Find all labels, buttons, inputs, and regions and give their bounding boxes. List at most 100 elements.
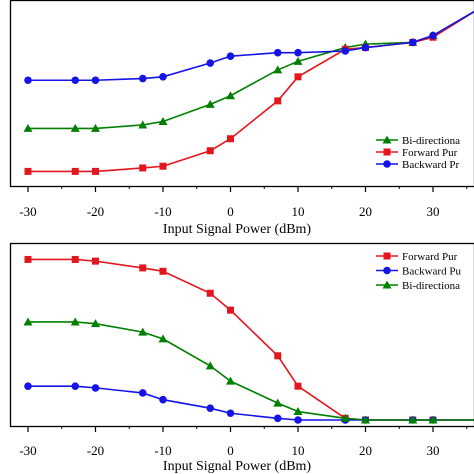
data-point — [24, 167, 32, 175]
data-point — [361, 415, 370, 424]
data-point — [227, 135, 234, 143]
x-tick-label: -20 — [87, 443, 104, 458]
legend-label: Bi-directiona — [402, 135, 460, 147]
data-point — [70, 317, 80, 326]
legend-label: Forward Pur — [402, 251, 458, 263]
data-point — [206, 289, 214, 297]
x-tick-label: -30 — [19, 204, 36, 219]
plot-frame — [9, 242, 474, 428]
bottom-panel: -30 -20 -10 0 10 20 30 Input Signal Power (dBm)… — [9, 242, 474, 474]
data-point — [274, 97, 282, 105]
data-point — [91, 319, 100, 328]
x-tick-label: -10 — [154, 204, 171, 219]
data-point — [91, 76, 100, 85]
data-point — [158, 334, 168, 343]
data-point — [408, 38, 417, 47]
legend-label: Backward Pu — [402, 266, 461, 278]
x-tick-label: -10 — [154, 443, 171, 458]
series-backward-pu — [24, 382, 474, 424]
top-panel: -30 -20 -10 0 10 20 30 Input Signal Power (dBm)… — [9, 0, 474, 237]
legend-marker — [383, 148, 391, 156]
data-point — [205, 99, 215, 108]
data-point — [294, 416, 302, 424]
legend-marker — [383, 160, 391, 168]
data-point — [70, 123, 80, 132]
data-point — [91, 123, 100, 132]
series-bi-directiona — [23, 10, 474, 132]
data-point — [428, 415, 438, 424]
data-point — [273, 48, 282, 57]
data-point — [227, 306, 234, 314]
x-tick-label: 30 — [427, 204, 440, 219]
data-point — [158, 117, 168, 126]
data-point — [91, 384, 100, 392]
data-point — [294, 73, 302, 81]
legend-marker — [383, 252, 391, 260]
data-point — [206, 147, 214, 155]
data-point — [24, 255, 32, 263]
data-point — [138, 74, 147, 83]
data-point — [139, 264, 147, 272]
data-point — [71, 382, 80, 391]
data-point — [226, 409, 235, 418]
data-point — [71, 255, 79, 263]
data-point — [293, 407, 303, 416]
x-tick-label: 30 — [427, 443, 440, 458]
data-point — [226, 52, 235, 60]
plot-frame — [9, 0, 474, 188]
series-line — [28, 10, 474, 130]
data-point — [274, 352, 282, 360]
legend-label: Bi-directiona — [402, 280, 460, 292]
data-point — [138, 327, 148, 336]
legend-marker — [383, 266, 391, 275]
data-point — [159, 162, 167, 170]
data-point — [71, 76, 80, 85]
data-point — [159, 395, 167, 404]
data-point — [294, 48, 302, 57]
data-point — [23, 123, 33, 132]
data-point — [226, 91, 235, 100]
data-point — [139, 164, 147, 172]
series-bi-directiona — [23, 317, 474, 424]
series-line — [28, 10, 474, 82]
data-point — [92, 257, 99, 265]
series-line — [28, 321, 474, 421]
x-tick-label: 20 — [359, 443, 372, 458]
data-point — [273, 65, 283, 74]
x-tick-label: 0 — [227, 204, 234, 219]
legend-marker — [382, 135, 392, 144]
x-tick-label: 10 — [292, 204, 305, 219]
data-point — [205, 361, 215, 370]
series-backward-pr — [24, 10, 474, 85]
data-point — [138, 120, 148, 129]
data-point — [340, 413, 350, 422]
data-point — [159, 73, 167, 81]
data-point — [71, 167, 79, 175]
data-point — [24, 76, 32, 85]
data-point — [206, 59, 215, 67]
data-point — [159, 267, 167, 275]
x-tick-label: 20 — [359, 204, 372, 219]
data-point — [23, 317, 33, 326]
data-point — [273, 414, 282, 423]
data-point — [24, 382, 32, 391]
data-point — [293, 56, 303, 65]
data-point — [92, 167, 99, 175]
data-point — [294, 382, 302, 390]
x-tick-label: 0 — [227, 443, 234, 458]
data-point — [226, 376, 235, 385]
x-axis-title: Input Signal Power (dBm) — [163, 459, 311, 474]
x-tick-label: -30 — [19, 443, 36, 458]
legend-label: Forward Pur — [402, 147, 458, 159]
data-point — [341, 47, 350, 55]
data-point — [273, 398, 283, 407]
x-tick-label: -20 — [87, 204, 104, 219]
x-axis-title: Input Signal Power (dBm) — [163, 222, 311, 237]
legend-marker — [382, 280, 392, 289]
data-point — [361, 43, 370, 52]
data-point — [429, 31, 437, 40]
legend: Forward Pur Backward Pu Bi-directiona — [376, 251, 461, 292]
x-tick-label: 10 — [292, 443, 305, 458]
